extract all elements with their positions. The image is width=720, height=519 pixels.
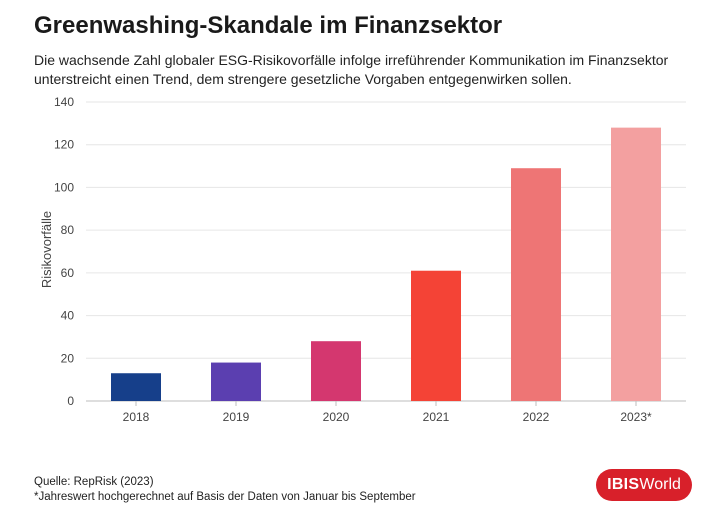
y-tick-label: 140 [54,95,74,109]
source-note: Quelle: RepRisk (2023) [34,476,154,488]
y-tick-label: 0 [67,394,74,408]
chart-area: 0 20 40 60 80 100 120 140 2018 2019 2020 2021 2022 20… [0,90,720,430]
y-tick-label: 80 [61,223,75,237]
chart-footer: Quelle: RepRisk (2023) *Jahreswert hochg… [34,475,416,505]
bar-2021 [411,270,461,401]
bar-chart: 0 20 40 60 80 100 120 140 2018 2019 2020 2021 2022 20… [39,95,686,424]
bar-2019 [211,362,261,401]
logo-world-text: World [639,476,681,493]
x-tick-label: 2020 [323,410,350,424]
x-tick-label: 2018 [123,410,150,424]
chart-subtitle: Die wachsende Zahl globaler ESG-Risikovo… [34,52,669,87]
bar-2022 [511,168,561,401]
y-axis-label: Risikovorfälle [39,211,54,288]
bar-2018 [111,373,161,401]
x-tick-label: 2019 [223,410,250,424]
y-tick-label: 60 [61,266,75,280]
x-tick-label: 2022 [523,410,550,424]
y-tick-label: 20 [61,351,75,365]
y-tick-label: 120 [54,138,74,152]
ibisworld-logo: IBISWorld [596,469,692,501]
x-tick-label: 2021 [423,410,450,424]
x-tick-label: 2023* [620,410,652,424]
logo-ibis-text: IBIS [607,476,640,493]
y-tick-label: 100 [54,180,74,194]
footnote: *Jahreswert hochgerechnet auf Basis der … [34,491,416,503]
bar-2020 [311,341,361,401]
chart-title: Greenwashing-Skandale im Finanzsektor [34,12,503,39]
bar-2023 [611,127,661,401]
y-tick-label: 40 [61,309,75,323]
